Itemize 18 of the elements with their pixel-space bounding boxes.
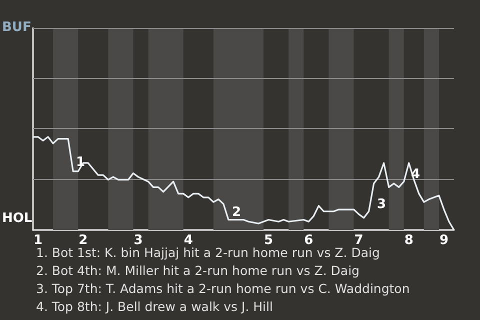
text: 3. Top 7th: T. Adams hit a 2-run home run vs C. Waddington	[36, 280, 410, 298]
x-tick-label: 9	[439, 233, 448, 248]
x-tick-label: 7	[354, 233, 364, 248]
x-tick-label: 4	[184, 233, 193, 248]
annotation: 1	[76, 155, 86, 170]
text: BUF	[2, 20, 32, 35]
x-tick-label: 6	[304, 233, 314, 248]
text: 4. Top 8th: J. Bell drew a walk vs J. Hill	[36, 298, 274, 316]
text: 1. Bot 1st: K. bin Hajjaj hit a 2-run home run vs Z. Daig	[36, 245, 380, 260]
x-tick-label: 8	[404, 233, 414, 248]
x-tick-label: 5	[264, 233, 274, 248]
x-tick-label: 1	[33, 233, 43, 248]
x-tick-label: 2	[78, 233, 88, 248]
x-tick-label: 3	[134, 233, 143, 248]
text: HOL	[2, 211, 32, 226]
text: 2. Bot 4th: M. Miller hit a 2-run home run vs Z. Daig	[36, 262, 360, 280]
annotation: 3	[377, 197, 386, 212]
annotation: 2	[232, 205, 242, 220]
